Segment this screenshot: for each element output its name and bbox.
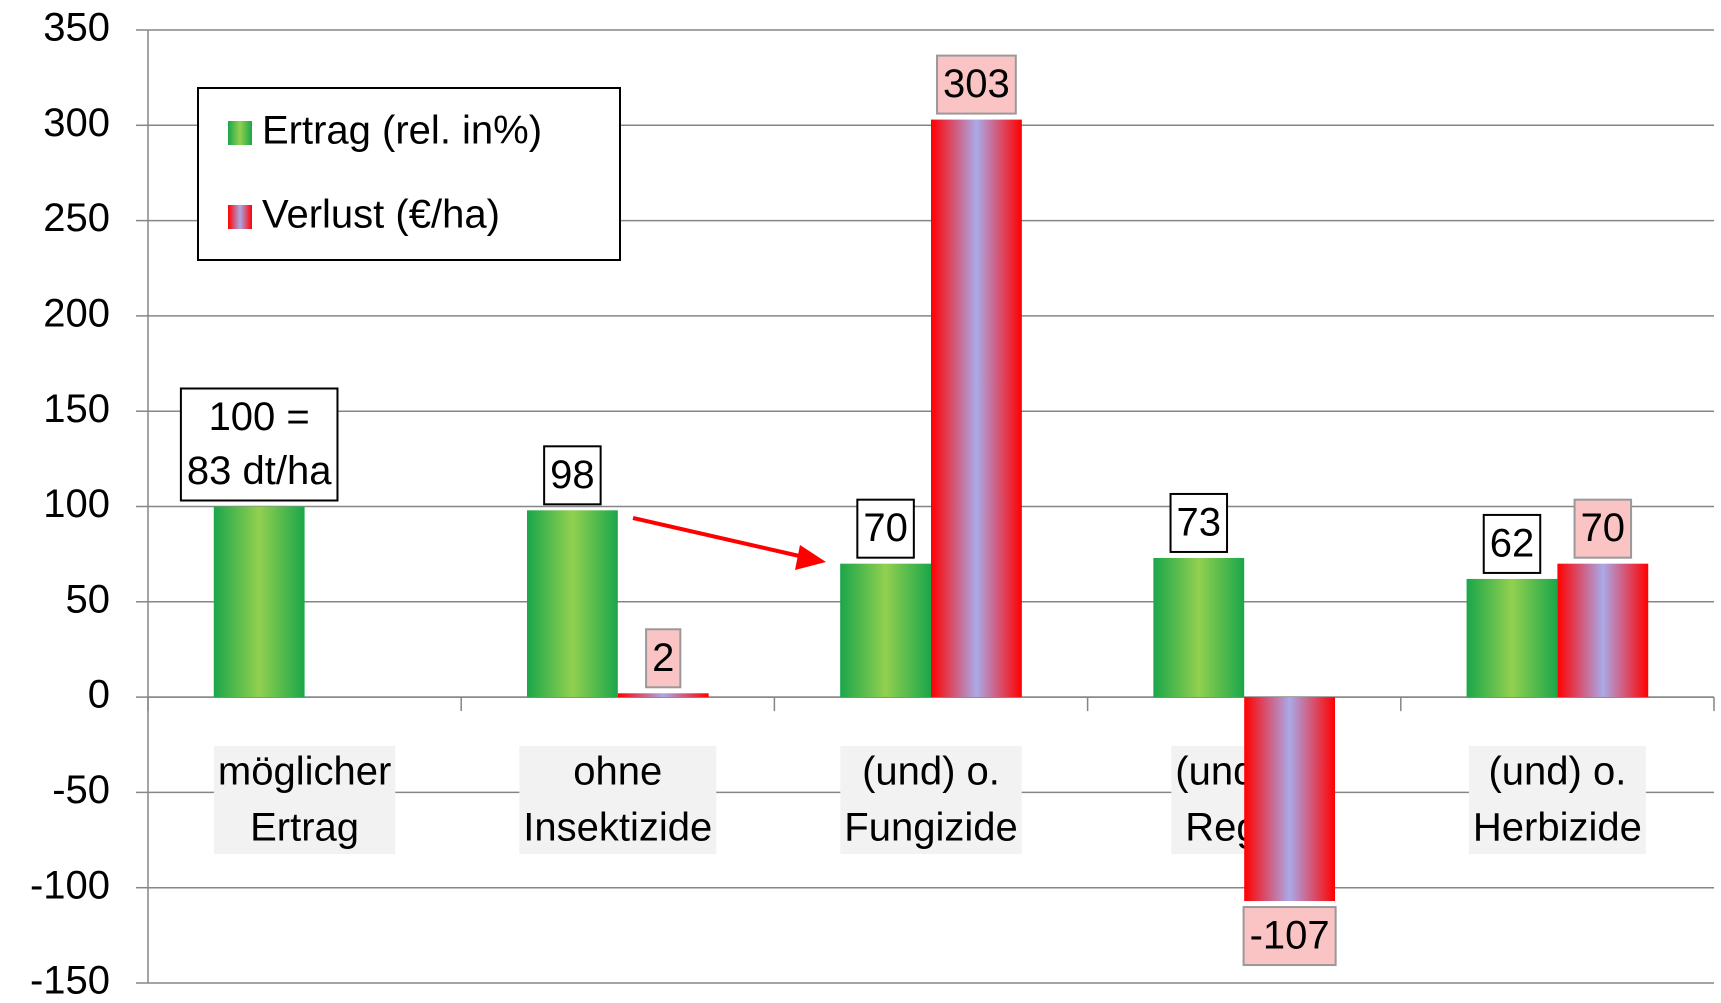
data-label-group: 2 (645, 628, 682, 689)
arrow (632, 516, 809, 560)
bar (526, 510, 618, 698)
data-label-group: 62 (1482, 513, 1542, 574)
x-tick-label-group: ohne Insektizide (519, 746, 717, 854)
data-label-box (1573, 498, 1633, 559)
bar (617, 693, 709, 698)
data-label: 303 (943, 62, 1010, 106)
x-tick-label: möglicher (218, 750, 391, 794)
legend-swatch (228, 121, 252, 145)
y-tick-label: 350 (43, 6, 110, 50)
x-tick-label: Herbizide (1473, 806, 1642, 850)
y-tick-label: 200 (43, 291, 110, 335)
x-tick-label: (und) o. (862, 750, 1000, 794)
legend-label: Verlust (€/ha) (262, 193, 500, 237)
data-label: 2 (652, 636, 674, 680)
y-tick-label: 300 (43, 101, 110, 145)
legend-label: Ertrag (rel. in%) (262, 109, 542, 153)
legend-box (197, 87, 621, 261)
x-tick-label-group: (und) o. Herbizide (1468, 746, 1646, 854)
data-label-group: 98 (543, 445, 602, 506)
x-tick-label: Fungizide (844, 806, 1017, 850)
data-label: 70 (863, 506, 908, 550)
bar (1557, 563, 1649, 698)
x-tick-label-bg (519, 746, 717, 854)
y-tick-label: 250 (43, 196, 110, 240)
x-tick-label-group: (und) o. Fungizide (840, 746, 1022, 854)
bar (1153, 557, 1245, 698)
y-tick-label: 100 (43, 482, 110, 526)
data-label: 98 (550, 453, 595, 497)
x-tick-label: ohne (573, 750, 662, 794)
data-label-box (1242, 906, 1337, 967)
x-tick-label-bg (213, 746, 396, 854)
data-label: 70 (1581, 506, 1626, 550)
data-label: 62 (1490, 521, 1535, 565)
arrow-head (795, 545, 826, 570)
x-tick-label-bg (840, 746, 1022, 854)
data-label-box (645, 628, 682, 689)
data-label: 83 dt/ha (187, 449, 332, 493)
x-tick-label-bg (1468, 746, 1646, 854)
data-label: -107 (1250, 914, 1330, 958)
data-label-group: 70 (1573, 498, 1633, 559)
y-tick-label: -100 (30, 863, 110, 907)
data-label-box (856, 498, 915, 559)
y-tick-label: 150 (43, 387, 110, 431)
y-tick-label: 0 (88, 673, 110, 717)
bar (1466, 578, 1558, 698)
x-tick-label: Ertrag (250, 806, 359, 850)
bar (1244, 697, 1336, 902)
data-label-group: 100 = 83 dt/ha (179, 387, 339, 502)
data-label-box (1482, 513, 1542, 574)
data-label-group: -107 (1242, 906, 1337, 967)
y-tick-label: 50 (66, 577, 111, 621)
bar (213, 506, 305, 698)
bar (840, 563, 931, 698)
data-label-group: 70 (856, 498, 915, 559)
data-label-group: 303 (936, 54, 1017, 115)
x-tick-label: Insektizide (523, 806, 712, 850)
data-label-box (179, 387, 339, 502)
bar (931, 119, 1022, 698)
data-label: 73 (1177, 501, 1222, 545)
legend: Ertrag (rel. in%) Verlust (€/ha) (197, 87, 621, 261)
data-label-box (543, 445, 602, 506)
data-label: 100 = (209, 395, 310, 439)
x-tick-label: (und) o. (1488, 750, 1626, 794)
legend-swatch (228, 205, 252, 229)
y-tick-label: -50 (52, 768, 110, 812)
data-label-group: 73 (1169, 492, 1229, 553)
y-tick-label: -150 (30, 959, 110, 1003)
data-label-box (936, 54, 1017, 115)
data-label-box (1169, 492, 1229, 553)
x-tick-label-group: möglicher Ertrag (213, 746, 396, 854)
